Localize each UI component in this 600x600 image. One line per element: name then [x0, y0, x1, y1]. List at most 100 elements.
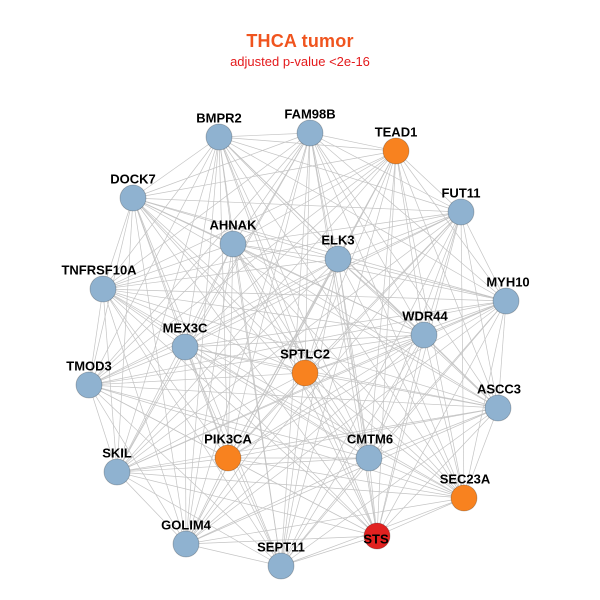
node-SPTLC2: [291, 359, 319, 387]
node-MYH10: [492, 287, 520, 315]
network-edge: [227, 457, 378, 537]
network-edge: [280, 334, 425, 567]
network-edge: [102, 288, 378, 537]
network-edge: [376, 334, 425, 537]
network-edge: [132, 197, 229, 459]
node-label-WDR44: WDR44: [402, 309, 448, 324]
node-WDR44: [410, 321, 438, 349]
network-edge: [227, 211, 462, 459]
node-label-FAM98B: FAM98B: [284, 107, 335, 122]
network-edge: [88, 136, 220, 386]
network-edge: [102, 150, 397, 290]
network-edge: [102, 243, 234, 290]
network-edge: [88, 334, 425, 386]
network-edge: [218, 136, 507, 302]
network-edge: [232, 211, 462, 245]
node-FAM98B: [296, 119, 324, 147]
network-edge: [227, 300, 507, 459]
network-edge: [132, 197, 499, 409]
network-edge: [376, 407, 499, 537]
node-label-MEX3C: MEX3C: [163, 321, 208, 336]
network-edge: [185, 535, 378, 545]
network-edge: [88, 243, 234, 386]
network-edge: [368, 407, 499, 459]
node-label-TMOD3: TMOD3: [66, 359, 112, 374]
network-edge: [463, 407, 499, 499]
network-edge: [132, 197, 507, 302]
network-edge: [185, 407, 499, 545]
network-edge: [132, 197, 306, 374]
network-edge: [185, 372, 306, 545]
node-TMOD3: [75, 371, 103, 399]
network-edge: [116, 457, 370, 473]
network-edge: [116, 407, 499, 473]
node-TNFRSF10A: [89, 275, 117, 303]
network-edge: [132, 132, 311, 199]
network-edge: [309, 132, 462, 213]
network-edge: [280, 457, 370, 567]
node-label-ELK3: ELK3: [321, 233, 354, 248]
network-edge: [102, 136, 220, 290]
network-edge: [460, 211, 507, 302]
network-edge: [185, 211, 462, 545]
network-edge: [185, 334, 425, 545]
network-edge: [280, 535, 378, 567]
network-edge: [460, 211, 465, 499]
network-edge: [88, 384, 499, 409]
network-edge: [395, 150, 507, 302]
network-edge: [304, 372, 370, 459]
network-edge: [185, 243, 234, 545]
network-edge: [309, 132, 397, 152]
network-edge: [232, 243, 378, 537]
network-edge: [132, 197, 186, 348]
network-edge: [423, 334, 465, 499]
network-edge: [88, 384, 370, 459]
network-edge: [132, 197, 282, 567]
network-edge: [88, 132, 311, 386]
network-edge: [102, 288, 186, 348]
network-edge: [116, 334, 425, 473]
node-SEPT11: [267, 552, 295, 580]
network-edge: [116, 150, 397, 473]
node-PIK3CA: [214, 444, 242, 472]
network-edge: [232, 243, 465, 499]
network-edge: [184, 346, 187, 545]
network-edge: [88, 384, 465, 499]
network-edge: [185, 457, 229, 545]
network-edge: [185, 258, 339, 545]
network-edge: [232, 243, 507, 302]
network-edge: [218, 132, 311, 138]
network-edge: [460, 211, 499, 409]
node-label-TNFRSF10A: TNFRSF10A: [61, 263, 137, 278]
network-edge: [132, 197, 339, 260]
network-edge: [102, 197, 134, 290]
network-edge: [88, 300, 507, 386]
network-edge: [102, 211, 462, 290]
node-label-PIK3CA: PIK3CA: [204, 432, 252, 447]
network-edge: [116, 300, 507, 473]
network-edge: [423, 211, 462, 336]
network-edge: [184, 346, 465, 499]
node-GOLIM4: [172, 530, 200, 558]
network-edge: [116, 136, 220, 473]
network-edge: [232, 243, 339, 260]
network-edge: [218, 136, 499, 409]
network-edge: [227, 258, 339, 459]
node-label-GOLIM4: GOLIM4: [161, 518, 212, 533]
network-edge: [116, 471, 465, 499]
network-edge: [88, 384, 118, 473]
network-edge: [102, 288, 187, 545]
network-edge: [184, 346, 499, 409]
network-edge: [218, 136, 370, 459]
network-edge: [309, 132, 339, 260]
network-edge: [88, 211, 462, 386]
network-edge: [227, 407, 499, 459]
network-edge: [368, 334, 425, 459]
network-edge: [184, 258, 339, 348]
network-edge: [232, 243, 306, 374]
network-edge: [227, 372, 306, 459]
network-edge: [116, 243, 234, 473]
node-label-FUT11: FUT11: [441, 186, 480, 201]
network-edge: [185, 136, 220, 545]
